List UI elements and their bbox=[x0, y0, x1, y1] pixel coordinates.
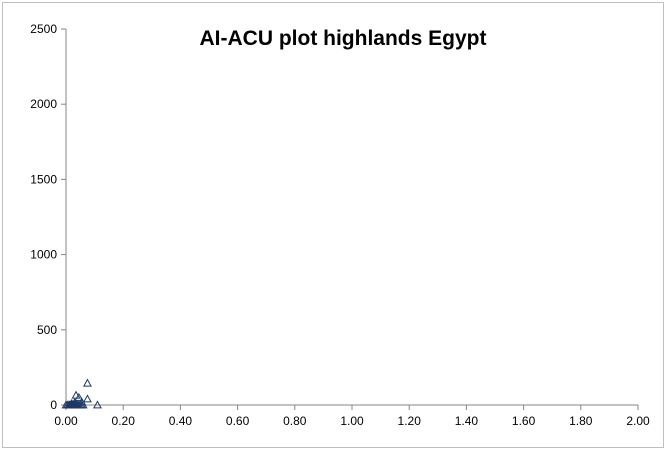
data-point-triangle bbox=[74, 392, 84, 401]
data-point-triangle bbox=[70, 398, 80, 407]
data-point-triangle bbox=[83, 394, 92, 403]
chart-area: 0 500 1000 1500 2000 2500 0.00 0.20 0.40 0.60 0.8… bbox=[2, 2, 664, 448]
x-tick-label: 0.60 bbox=[226, 414, 250, 428]
axes bbox=[65, 29, 638, 406]
x-tick-label: 1.20 bbox=[398, 414, 422, 428]
x-tick-label: 0.40 bbox=[169, 414, 193, 428]
y-tick-label: 1000 bbox=[30, 248, 57, 262]
chart-title: AI-ACU plot highlands Egypt bbox=[199, 27, 487, 50]
scatter-plot: 0 500 1000 1500 2000 2500 0.00 0.20 0.40 0.60 0.8… bbox=[30, 22, 650, 428]
y-tick-label: 2500 bbox=[30, 22, 57, 36]
x-axis-ticks: 0.00 0.20 0.40 0.60 0.80 1.00 1.20 1.40 1.60 1.80… bbox=[54, 405, 650, 428]
y-tick-label: 1500 bbox=[30, 172, 57, 186]
data-point-triangle bbox=[83, 378, 92, 387]
x-tick-label: 0.20 bbox=[112, 414, 136, 428]
y-tick-label: 2000 bbox=[30, 97, 57, 111]
y-tick-label: 0 bbox=[50, 398, 57, 412]
x-tick-label: 0.00 bbox=[54, 414, 78, 428]
x-tick-label: 1.00 bbox=[340, 414, 364, 428]
x-tick-label: 1.40 bbox=[455, 414, 479, 428]
data-point-triangle bbox=[67, 398, 77, 407]
data-point-triangle bbox=[93, 400, 102, 409]
data-points bbox=[61, 378, 102, 409]
x-tick-label: 2.00 bbox=[626, 414, 650, 428]
y-tick-label: 500 bbox=[37, 323, 57, 337]
y-axis-ticks: 0 500 1000 1500 2000 2500 bbox=[30, 22, 66, 412]
x-tick-label: 1.60 bbox=[512, 414, 536, 428]
x-tick-label: 0.80 bbox=[283, 414, 307, 428]
x-tick-label: 1.80 bbox=[569, 414, 593, 428]
